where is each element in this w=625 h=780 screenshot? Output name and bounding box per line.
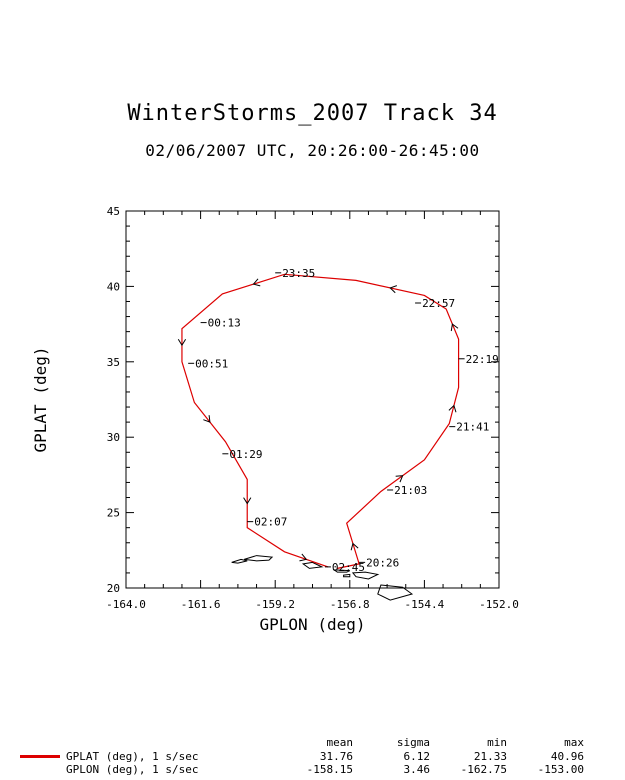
time-label: 21:03	[394, 484, 427, 497]
coastline	[332, 569, 351, 573]
x-tick-label: -152.0	[479, 598, 519, 611]
direction-arrow	[448, 404, 457, 413]
stats-gplon-mean: -158.15	[306, 763, 353, 776]
stats-gplat-sigma: 6.12	[403, 750, 431, 763]
direction-arrow	[252, 278, 261, 287]
track-chart: -164.0 -161.6 -159.2 -156.8 -154.4 -152.0 20 25…	[31, 205, 519, 634]
time-label: 02:45	[332, 561, 365, 574]
legend-line-gplat	[20, 755, 60, 758]
chart-title: WinterStorms_2007 Track 34	[127, 101, 498, 126]
coastline	[377, 584, 414, 601]
x-tick-label: -159.2	[255, 598, 295, 611]
stats-gplat-mean: 31.76	[319, 750, 353, 763]
x-tick-label: -154.4	[405, 598, 445, 611]
direction-arrow	[177, 338, 187, 347]
stats-header-min: min	[487, 736, 507, 749]
direction-arrow	[203, 415, 211, 423]
direction-arrow	[243, 497, 252, 505]
stats-header-max: max	[564, 736, 584, 749]
time-label: 23:35	[282, 267, 315, 280]
coastline	[343, 573, 351, 578]
time-label: 01:29	[229, 448, 262, 461]
direction-arrow	[299, 553, 308, 562]
y-tick-label: 25	[107, 507, 120, 520]
time-label: 21:41	[456, 421, 489, 434]
direction-arrow	[389, 285, 397, 294]
time-label: 02:07	[254, 516, 287, 529]
x-tick-label: -156.8	[330, 598, 370, 611]
y-tick-label: 20	[107, 582, 120, 595]
direction-arrow	[395, 475, 404, 483]
y-tick-label: 40	[107, 280, 120, 293]
stats-gplon-min: -162.75	[460, 763, 507, 776]
direction-arrow	[350, 542, 359, 551]
time-label: 22:19	[466, 353, 499, 366]
y-tick-label: 30	[107, 431, 120, 444]
coastline	[301, 561, 324, 569]
x-tick-label: -164.0	[106, 598, 146, 611]
time-label: 00:13	[208, 317, 241, 330]
y-tick-label: 45	[107, 205, 120, 218]
stats-gplat-min: 21.33	[473, 750, 507, 763]
coastline	[351, 571, 380, 580]
legend-label-gplon: GPLON (deg), 1 s/sec	[66, 763, 199, 776]
y-axis-label: GPLAT (deg)	[31, 347, 50, 453]
time-label: 20:26	[366, 556, 399, 569]
legend-label-gplat: GPLAT (deg), 1 s/sec	[66, 750, 199, 763]
stats-header-sigma: sigma	[396, 736, 430, 749]
time-label: 22:57	[422, 297, 455, 310]
chart-subtitle: 02/06/2007 UTC, 20:26:00-26:45:00	[145, 141, 480, 160]
x-axis-label: GPLON (deg)	[260, 615, 366, 634]
stats-gplon-sigma: 3.46	[403, 763, 431, 776]
time-label: 00:51	[195, 357, 228, 370]
coastline	[243, 555, 274, 562]
direction-arrow	[450, 323, 459, 332]
x-tick-label: -161.6	[181, 598, 221, 611]
coastline	[231, 558, 248, 564]
stats-gplon-max: -153.00	[537, 763, 584, 776]
y-tick-label: 35	[107, 356, 120, 369]
track-line	[181, 273, 460, 569]
stats-header-mean: mean	[326, 736, 354, 749]
stats-gplat-max: 40.96	[550, 750, 584, 763]
